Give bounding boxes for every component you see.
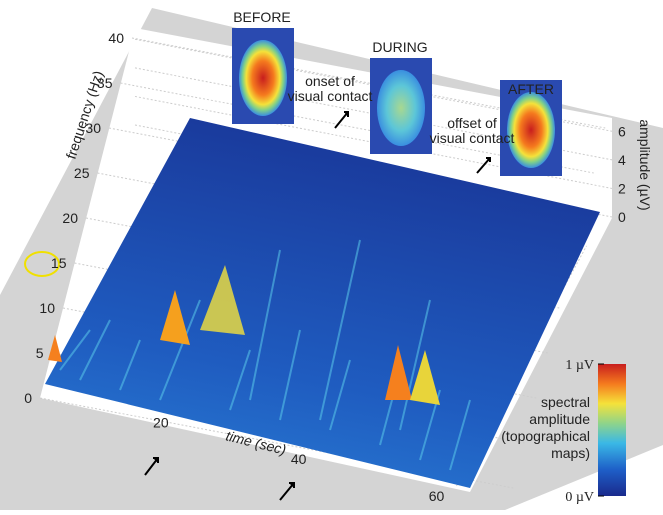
colorbar-label: amplitude	[529, 411, 590, 427]
annotation: offset of	[447, 115, 497, 131]
chart: frequency (Hz) time (sec) amplitude (µV)…	[0, 0, 663, 510]
y-tick-label: 25	[74, 165, 90, 181]
z-tick-label: 4	[618, 152, 626, 168]
annotation: visual contact	[288, 88, 373, 104]
map-title: AFTER	[508, 81, 554, 97]
x-tick-label: 40	[291, 451, 307, 467]
y-tick-label: 30	[85, 120, 101, 136]
colorbar-label: spectral	[541, 394, 590, 410]
colorbar-label: (topographical	[501, 428, 590, 444]
map-title: BEFORE	[233, 9, 291, 25]
y-tick-label: 10	[39, 300, 55, 316]
y-tick-label: 40	[108, 30, 124, 46]
annotation: onset of	[305, 73, 355, 89]
y-tick-label: 15	[51, 255, 67, 271]
y-tick-label: 35	[97, 75, 113, 91]
z-tick-label: 0	[618, 209, 626, 225]
z-tick-label: 6	[618, 123, 626, 139]
x-tick-label: 60	[429, 488, 445, 504]
z-axis-label: amplitude (µV)	[637, 119, 653, 210]
map-title: DURING	[372, 39, 427, 55]
colorbar-label: maps)	[551, 445, 590, 461]
y-tick-label: 5	[36, 345, 44, 361]
z-tick-label: 2	[618, 180, 626, 196]
y-tick-label: 20	[62, 210, 78, 226]
annotation: visual contact	[430, 130, 515, 146]
x-tick-label: 20	[153, 415, 169, 431]
y-tick-label: 0	[24, 390, 32, 406]
colorbar-tick-label: 0 µV	[565, 490, 594, 505]
colorbar-tick-label: 1 µV	[565, 358, 594, 373]
colorbar	[598, 364, 626, 496]
